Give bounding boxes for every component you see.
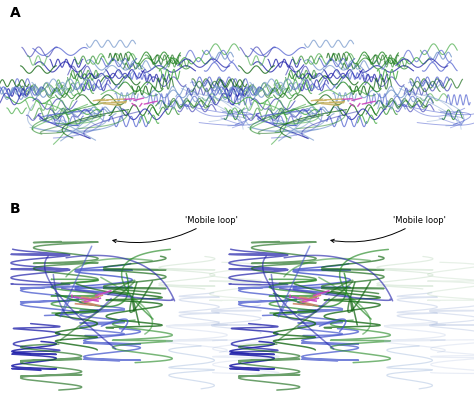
Text: 'Mobile loop': 'Mobile loop' (113, 216, 238, 242)
Text: 'Mobile loop': 'Mobile loop' (331, 216, 447, 242)
Text: B: B (9, 202, 20, 217)
Text: A: A (9, 6, 20, 20)
